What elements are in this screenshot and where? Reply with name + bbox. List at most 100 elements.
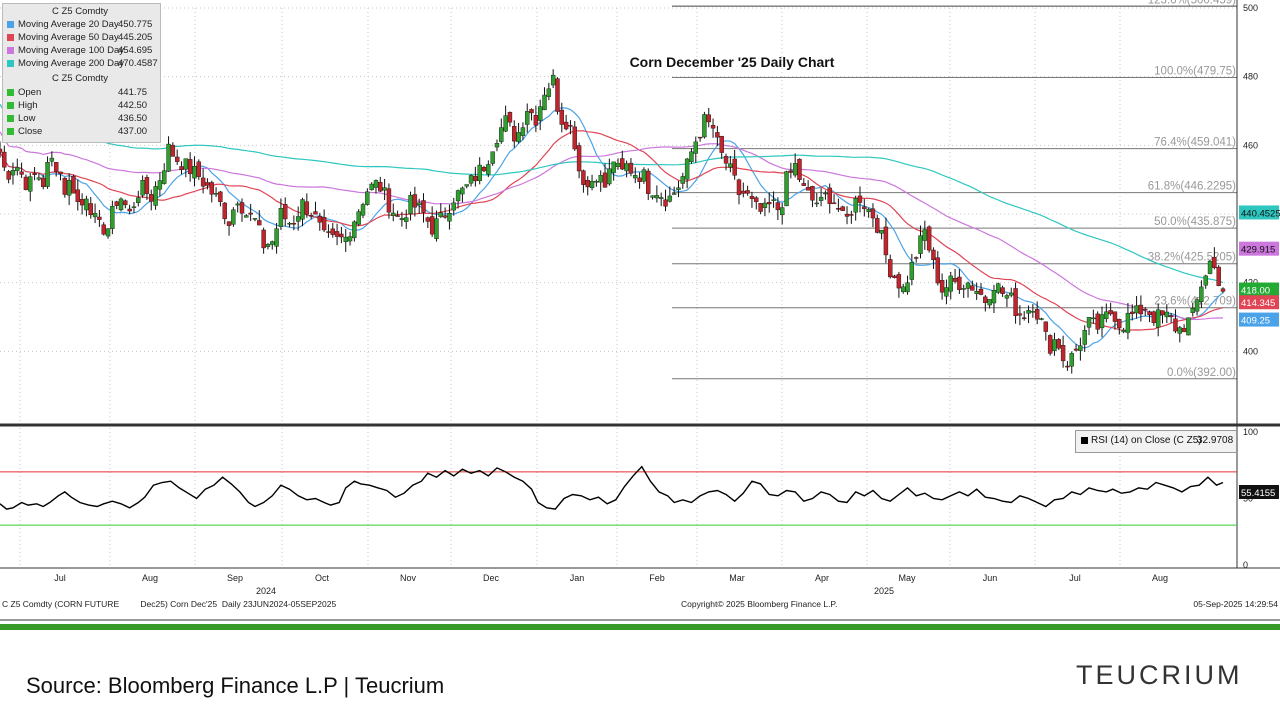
- candle-down: [913, 257, 919, 259]
- candle-down: [481, 166, 487, 172]
- x-month-label: Sep: [227, 573, 243, 583]
- candle-down: [71, 176, 76, 194]
- ma50-swatch: [7, 34, 14, 41]
- candle-up: [118, 198, 124, 211]
- candle-down: [1173, 318, 1178, 332]
- candle-down: [736, 179, 742, 196]
- candles: [0, 69, 1226, 374]
- candle-down: [507, 112, 513, 123]
- high-name: High: [18, 100, 38, 111]
- fib-label: 61.8%(446.2295): [1148, 181, 1236, 193]
- rsi-label: RSI (14) on Close (C Z5): [1091, 435, 1202, 446]
- candle-up: [667, 195, 673, 202]
- candle-down: [875, 218, 880, 233]
- candle-up: [987, 299, 992, 306]
- candle-up: [36, 177, 42, 180]
- candle-up: [516, 132, 521, 143]
- candle-down: [304, 201, 310, 215]
- price-tag-text: 440.4525: [1241, 208, 1280, 219]
- candle-down: [585, 180, 590, 188]
- candle-up: [295, 216, 301, 222]
- candle-up: [105, 228, 111, 237]
- candle-down: [775, 202, 781, 211]
- candle-down: [745, 190, 750, 194]
- candle-up: [391, 212, 396, 217]
- source-caption: Source: Bloomberg Finance L.P | Teucrium: [26, 673, 445, 698]
- candle-down: [1160, 310, 1165, 316]
- candle-up: [762, 202, 768, 208]
- candle-down: [149, 194, 154, 202]
- candle-up: [1030, 311, 1036, 313]
- candle-up: [1026, 310, 1031, 314]
- candle-down: [378, 181, 383, 192]
- candle-up: [537, 106, 543, 121]
- high-swatch: [7, 102, 14, 109]
- price-tag-text: 418.00: [1241, 286, 1270, 297]
- candle-up: [1039, 318, 1044, 320]
- candle-up: [550, 74, 556, 86]
- candle-down: [114, 201, 119, 206]
- candle-up: [1091, 317, 1096, 320]
- candle-up: [270, 241, 275, 245]
- candle-up: [991, 290, 997, 304]
- fib-label: 0.0%(392.00): [1167, 367, 1236, 379]
- ma50-name: Moving Average 50 Day: [18, 32, 119, 43]
- candle-down: [1147, 311, 1152, 316]
- x-month-label: Dec: [483, 573, 500, 583]
- candle-down: [248, 212, 253, 215]
- candle-down: [442, 215, 448, 218]
- ma-line: [0, 131, 1223, 321]
- candle-up: [347, 236, 353, 242]
- candle-down: [425, 217, 431, 222]
- candle-down: [836, 208, 841, 210]
- candle-down: [844, 213, 850, 217]
- x-month-label: Aug: [1152, 573, 1168, 583]
- footer-timestamp: 05-Sep-2025 14:29:54: [1193, 599, 1278, 609]
- candle-down: [978, 288, 984, 295]
- candle-up: [343, 236, 348, 242]
- candle-down: [572, 126, 577, 150]
- candle-up: [1134, 305, 1139, 314]
- candle-up: [369, 183, 374, 191]
- candle-up: [15, 167, 20, 172]
- candle-down: [1130, 311, 1135, 314]
- ma-line: [0, 130, 1224, 331]
- price-tag-text: 414.345: [1241, 298, 1275, 309]
- candle-up: [1125, 312, 1131, 333]
- candle-down: [888, 259, 893, 278]
- candle-down: [697, 136, 703, 139]
- candle-down: [1065, 365, 1070, 368]
- candle-down: [883, 226, 889, 256]
- fib-label: 50.0%(435.875): [1154, 216, 1236, 228]
- candle-down: [663, 199, 668, 207]
- rsi-tick-label: 100: [1243, 427, 1258, 437]
- candle-up: [1104, 311, 1109, 319]
- ma200-swatch: [7, 60, 14, 67]
- x-month-label: Feb: [649, 573, 665, 583]
- candle-down: [308, 215, 314, 217]
- candle-up: [265, 244, 271, 247]
- candle-down: [205, 182, 210, 186]
- candle-up: [365, 191, 370, 205]
- candle-down: [1043, 321, 1049, 332]
- candle-down: [715, 132, 720, 138]
- candle-up: [658, 197, 664, 199]
- candle-down: [75, 189, 80, 203]
- candle-down: [421, 200, 426, 213]
- candle-down: [983, 296, 988, 303]
- candle-up: [784, 171, 789, 207]
- candle-down: [1034, 309, 1040, 320]
- candle-up: [728, 163, 733, 168]
- ma20-swatch: [7, 21, 14, 28]
- candle-up: [823, 192, 828, 195]
- candle-up: [1078, 345, 1083, 351]
- candle-down: [1013, 288, 1018, 316]
- candle-down: [1022, 317, 1027, 319]
- candle-up: [352, 221, 357, 239]
- candle-up: [1099, 314, 1105, 329]
- candle-down: [849, 214, 854, 216]
- candle-up: [451, 202, 456, 211]
- chart-title: Corn December '25 Daily Chart: [630, 54, 835, 70]
- candle-up: [1203, 275, 1208, 286]
- legend-ma200: Moving Average 200 Day 470.4587: [7, 58, 158, 70]
